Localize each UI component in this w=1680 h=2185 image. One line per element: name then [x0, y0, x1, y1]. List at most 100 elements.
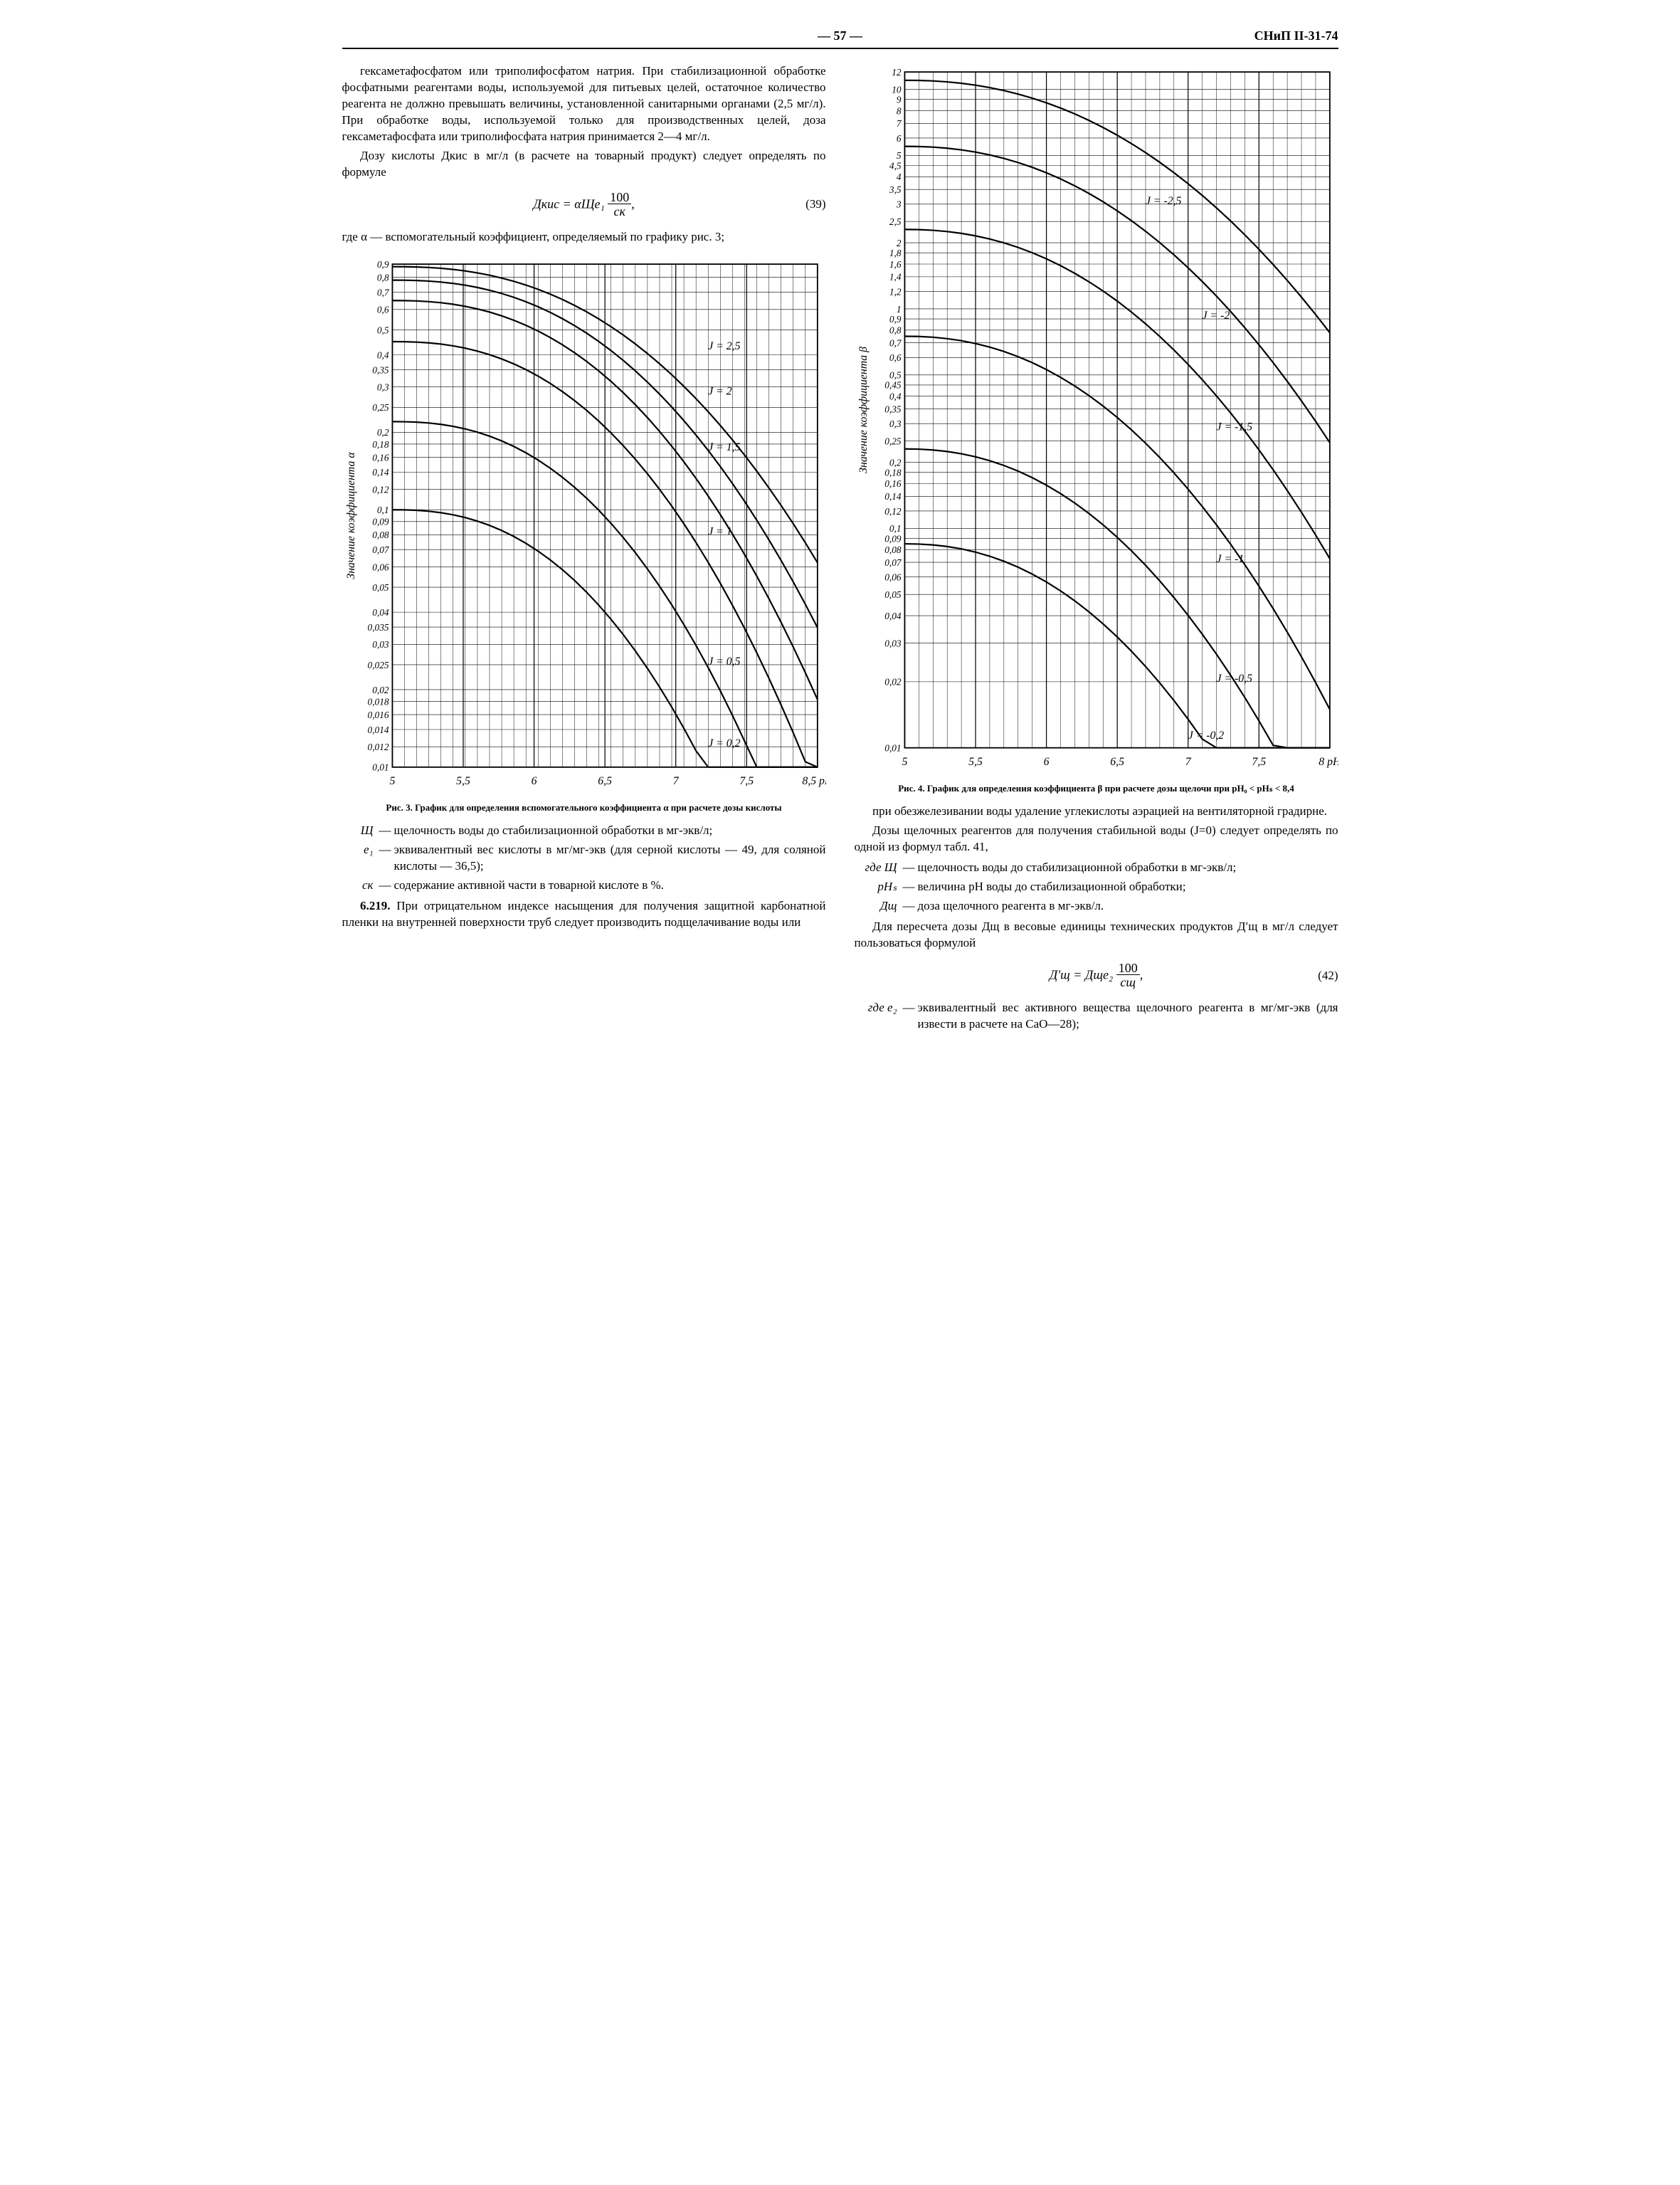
right-column: 55,566,577,58 pH0,010,020,030,040,050,06…	[855, 63, 1338, 1037]
svg-text:12: 12	[892, 67, 902, 78]
left-p2: Дозу кислоты Дкис в мг/л (в расчете на т…	[342, 148, 826, 181]
svg-text:10: 10	[892, 84, 902, 95]
svg-text:0,01: 0,01	[372, 762, 389, 773]
svg-text:9: 9	[896, 95, 901, 105]
svg-text:0,03: 0,03	[372, 639, 389, 650]
svg-text:0,3: 0,3	[889, 418, 901, 429]
svg-text:0,025: 0,025	[367, 660, 389, 670]
svg-text:7,5: 7,5	[1252, 756, 1266, 768]
svg-text:1,6: 1,6	[889, 259, 901, 270]
svg-text:7: 7	[672, 775, 679, 787]
para-6-219-text: При отрицательном индексе насыщения для …	[342, 899, 826, 929]
svg-text:7,5: 7,5	[739, 775, 754, 787]
svg-text:0,2: 0,2	[376, 427, 389, 438]
def-sym-e2: e₂	[887, 1001, 897, 1014]
svg-text:0,5: 0,5	[889, 370, 901, 381]
svg-text:J = -0,5: J = -0,5	[1216, 673, 1252, 685]
svg-text:J = -1,5: J = -1,5	[1216, 421, 1252, 433]
svg-text:5,5: 5,5	[456, 775, 470, 787]
para-6-219: 6.219. При отрицательном индексе насыщен…	[342, 898, 826, 931]
svg-text:0,3: 0,3	[376, 382, 389, 393]
svg-text:0,14: 0,14	[372, 467, 389, 478]
left-p3: где α — вспомогательный коэффициент, опр…	[342, 229, 826, 246]
svg-text:5: 5	[896, 150, 901, 161]
figure-3: 55,566,577,58,5 pH0,010,0120,0140,0160,0…	[342, 256, 826, 813]
def-text-Shch: щелочность воды до стабилизационной обра…	[394, 823, 826, 839]
def-text-Shch-r: щелочность воды до стабилизационной обра…	[918, 860, 1338, 876]
doc-code: СНиП II-31-74	[1254, 28, 1338, 43]
svg-text:6: 6	[531, 775, 537, 787]
formula-42: Д′щ = Дщe₂ 100 cщ , (42)	[855, 962, 1338, 991]
right-p2: Дозы щелочных реагентов для получения ст…	[855, 823, 1338, 855]
def-sym-Dshch: Дщ	[880, 899, 897, 912]
svg-text:8,5 pH: 8,5 pH	[802, 775, 826, 787]
svg-text:0,25: 0,25	[372, 402, 389, 413]
fig4-chart: 55,566,577,58 pH0,010,020,030,040,050,06…	[855, 63, 1338, 772]
svg-text:8: 8	[896, 105, 901, 116]
svg-text:7: 7	[896, 118, 902, 129]
formula42-comma: ,	[1140, 967, 1143, 981]
page-number: — 57 —	[674, 28, 1006, 43]
right-def-list: где Щ — щелочность воды до стабилизацион…	[855, 860, 1338, 915]
left-column: гексаметафосфатом или триполифосфатом на…	[342, 63, 826, 1037]
formula39-number: (39)	[805, 196, 825, 213]
def-text-e1: эквивалентный вес кислоты в мг/мг-экв (д…	[394, 842, 826, 875]
svg-text:0,07: 0,07	[372, 544, 390, 555]
svg-text:0,18: 0,18	[372, 439, 389, 450]
svg-text:1: 1	[896, 304, 901, 315]
svg-text:Значение коэффициента β: Значение коэффициента β	[857, 347, 870, 473]
svg-text:3,5: 3,5	[888, 184, 901, 195]
svg-text:0,02: 0,02	[884, 677, 902, 688]
svg-text:0,04: 0,04	[884, 611, 902, 621]
def-text-ck: содержание активной части в товарной кис…	[394, 878, 826, 894]
svg-text:J = 2: J = 2	[708, 386, 732, 398]
formula39-den: cк	[614, 204, 625, 218]
svg-text:0,45: 0,45	[884, 380, 902, 391]
formula42-number: (42)	[1318, 968, 1338, 984]
svg-text:5: 5	[389, 775, 395, 787]
svg-text:J = -1: J = -1	[1216, 553, 1244, 565]
svg-text:0,7: 0,7	[889, 338, 902, 349]
svg-text:J = 1: J = 1	[708, 525, 731, 537]
svg-text:0,16: 0,16	[884, 478, 902, 489]
svg-text:0,7: 0,7	[376, 288, 389, 298]
svg-text:0,4: 0,4	[889, 391, 901, 402]
svg-text:2: 2	[896, 238, 901, 248]
svg-text:J = -2: J = -2	[1202, 310, 1230, 322]
figure-4: 55,566,577,58 pH0,010,020,030,040,050,06…	[855, 63, 1338, 794]
def-sym-e1: e₁	[342, 842, 376, 875]
formula39-comma: ,	[631, 196, 635, 211]
def-sym-ck: cк	[342, 878, 376, 894]
fig4-caption: Рис. 4. График для определения коэффицие…	[855, 783, 1338, 794]
svg-text:8 pH: 8 pH	[1319, 756, 1338, 768]
def-text-phs: величина pH воды до стабилизационной обр…	[918, 879, 1338, 895]
svg-text:1,2: 1,2	[889, 286, 901, 297]
def-text-Dshch: доза щелочного реагента в мг-экв/л.	[918, 898, 1338, 915]
def-sym-Shch: Щ	[342, 823, 376, 839]
right-p1: при обезжелезивании воды удаление углеки…	[855, 804, 1338, 820]
svg-text:J = 0,2: J = 0,2	[708, 737, 740, 749]
svg-text:0,01: 0,01	[884, 743, 901, 754]
svg-text:0,05: 0,05	[884, 589, 902, 600]
formula42-lhs: Д′щ = Дщe₂	[1050, 967, 1113, 981]
def-sym-phs: pHₛ	[855, 879, 900, 895]
svg-text:0,03: 0,03	[884, 638, 902, 648]
svg-text:0,08: 0,08	[372, 530, 389, 540]
svg-text:0,04: 0,04	[372, 607, 389, 618]
svg-text:0,02: 0,02	[372, 685, 389, 695]
svg-text:0,1: 0,1	[889, 523, 901, 534]
right-where: где	[865, 860, 882, 874]
svg-text:0,12: 0,12	[372, 485, 389, 495]
svg-text:0,16: 0,16	[372, 452, 389, 463]
svg-text:0,6: 0,6	[889, 352, 901, 363]
right-p4: Для пересчета дозы Дщ в весовые единицы …	[855, 919, 1338, 952]
svg-text:0,8: 0,8	[376, 273, 389, 283]
formula-39: Дкис = αЩe₁ 100 cк , (39)	[342, 191, 826, 220]
svg-text:0,8: 0,8	[889, 325, 901, 336]
left-def-list: Щ — щелочность воды до стабилизационной …	[342, 823, 826, 894]
svg-text:5: 5	[902, 756, 907, 768]
svg-text:0,014: 0,014	[367, 725, 389, 735]
svg-text:0,06: 0,06	[372, 562, 389, 572]
svg-text:0,35: 0,35	[884, 404, 902, 414]
svg-text:0,4: 0,4	[376, 349, 389, 360]
